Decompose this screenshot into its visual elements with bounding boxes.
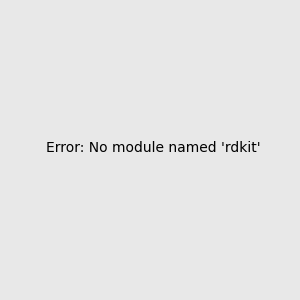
Text: Error: No module named 'rdkit': Error: No module named 'rdkit' bbox=[46, 140, 261, 154]
